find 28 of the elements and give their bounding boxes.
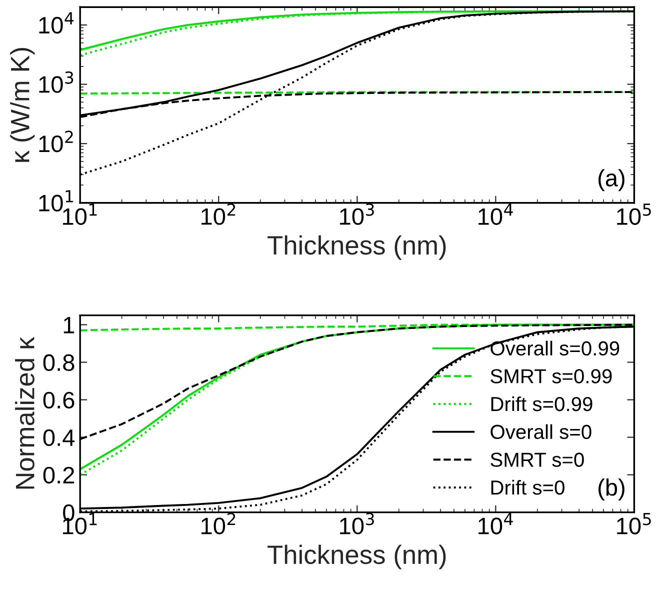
legend-label: SMRT s=0.99 bbox=[490, 369, 612, 384]
x-tick-label: 10$^{3}$ bbox=[340, 203, 374, 225]
y-axis-title: Normalized κ bbox=[15, 336, 34, 489]
y-axis-title: κ (W/m K) bbox=[10, 48, 35, 162]
legend-label: Drift s=0.99 bbox=[491, 396, 592, 412]
legend-label: SMRT s=0 bbox=[490, 452, 584, 467]
y-tick-label: 1 bbox=[64, 317, 74, 334]
annotation: (b) bbox=[598, 478, 624, 500]
x-tick-label: 10$^{5}$ bbox=[617, 513, 651, 534]
legend-label: Overall s=0.99 bbox=[490, 340, 620, 356]
x-tick-label: 10$^{4}$ bbox=[478, 513, 513, 534]
y-tick-label: 10$^{3}$ bbox=[39, 71, 74, 93]
y-tick-label: 10$^{4}$ bbox=[39, 12, 74, 34]
x-tick-label: 10$^{2}$ bbox=[202, 512, 236, 534]
y-tick-label: 0.4 bbox=[43, 429, 75, 446]
annotation: (a) bbox=[598, 169, 624, 192]
x-tick-label: 10$^{4}$ bbox=[478, 204, 513, 225]
x-axis-title: Thickness (nm) bbox=[268, 235, 446, 260]
y-tick-label: 0.2 bbox=[43, 466, 74, 484]
x-tick-label: 10$^{5}$ bbox=[617, 204, 651, 225]
x-axis-title: Thickness (nm) bbox=[268, 544, 446, 570]
x-tick-label: 10$^{3}$ bbox=[340, 512, 374, 534]
legend-label: Drift s=0 bbox=[491, 480, 564, 495]
y-tick-label: 0.8 bbox=[43, 354, 74, 372]
y-tick-label: 0.6 bbox=[43, 392, 74, 409]
x-tick-label: 10$^{2}$ bbox=[202, 203, 236, 225]
y-tick-label: 10$^{2}$ bbox=[39, 130, 73, 152]
legend-label: Overall s=0 bbox=[490, 424, 592, 440]
